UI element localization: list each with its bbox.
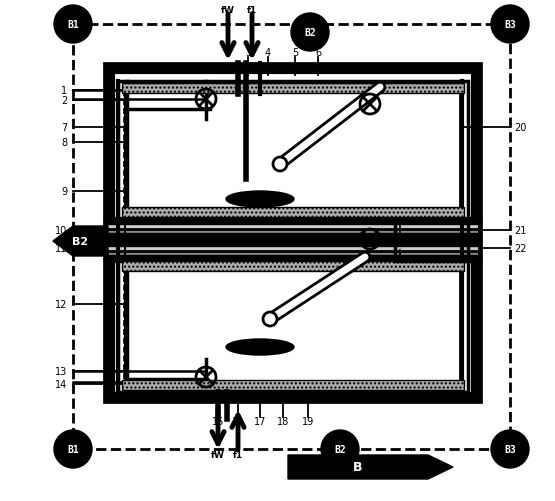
Circle shape [54, 430, 92, 468]
Bar [122, 380, 464, 390]
Text: 12: 12 [54, 300, 67, 310]
Text: 15: 15 [212, 416, 224, 426]
FancyArrow shape [53, 226, 108, 257]
Text: 17: 17 [254, 416, 266, 426]
Circle shape [321, 430, 359, 468]
Circle shape [491, 6, 529, 44]
Text: fW: fW [211, 450, 225, 459]
FancyArrow shape [288, 455, 453, 479]
Text: 6: 6 [315, 48, 321, 58]
Bar [108, 252, 478, 260]
Text: fW: fW [221, 6, 235, 15]
Text: 19: 19 [302, 416, 314, 426]
Text: 8: 8 [61, 138, 67, 148]
Bar [122, 262, 464, 272]
Circle shape [491, 430, 529, 468]
Circle shape [263, 313, 277, 326]
Text: 20: 20 [514, 123, 526, 133]
Text: 9: 9 [61, 187, 67, 196]
Text: 10: 10 [55, 225, 67, 235]
Text: 5: 5 [292, 48, 298, 58]
Text: 2: 2 [60, 96, 67, 106]
Text: 1: 1 [61, 86, 67, 96]
Ellipse shape [226, 339, 294, 355]
Text: B: B [353, 460, 363, 473]
Bar [108, 221, 478, 229]
Text: B2: B2 [334, 444, 346, 454]
Text: 4: 4 [265, 48, 271, 58]
Circle shape [54, 6, 92, 44]
Text: f1: f1 [233, 450, 243, 459]
Text: 13: 13 [55, 366, 67, 376]
Text: B3: B3 [504, 20, 516, 30]
Bar [108, 229, 478, 237]
Bar [122, 207, 464, 217]
Text: B2: B2 [304, 28, 316, 38]
Text: B1: B1 [67, 20, 79, 30]
Text: 21: 21 [514, 225, 526, 235]
Text: B3: B3 [504, 444, 516, 454]
Text: 18: 18 [277, 416, 289, 426]
Text: 22: 22 [514, 243, 527, 254]
Circle shape [291, 14, 329, 52]
Text: 11: 11 [55, 243, 67, 254]
Text: B1: B1 [67, 444, 79, 454]
Text: 16: 16 [232, 416, 244, 426]
Text: 3: 3 [245, 48, 251, 58]
Bar [122, 84, 464, 94]
Text: B2: B2 [72, 236, 88, 246]
Text: 14: 14 [55, 379, 67, 389]
Text: 7: 7 [60, 123, 67, 133]
Text: f1: f1 [247, 6, 257, 15]
Circle shape [273, 158, 287, 172]
Bar [108, 243, 478, 252]
Ellipse shape [226, 191, 294, 207]
